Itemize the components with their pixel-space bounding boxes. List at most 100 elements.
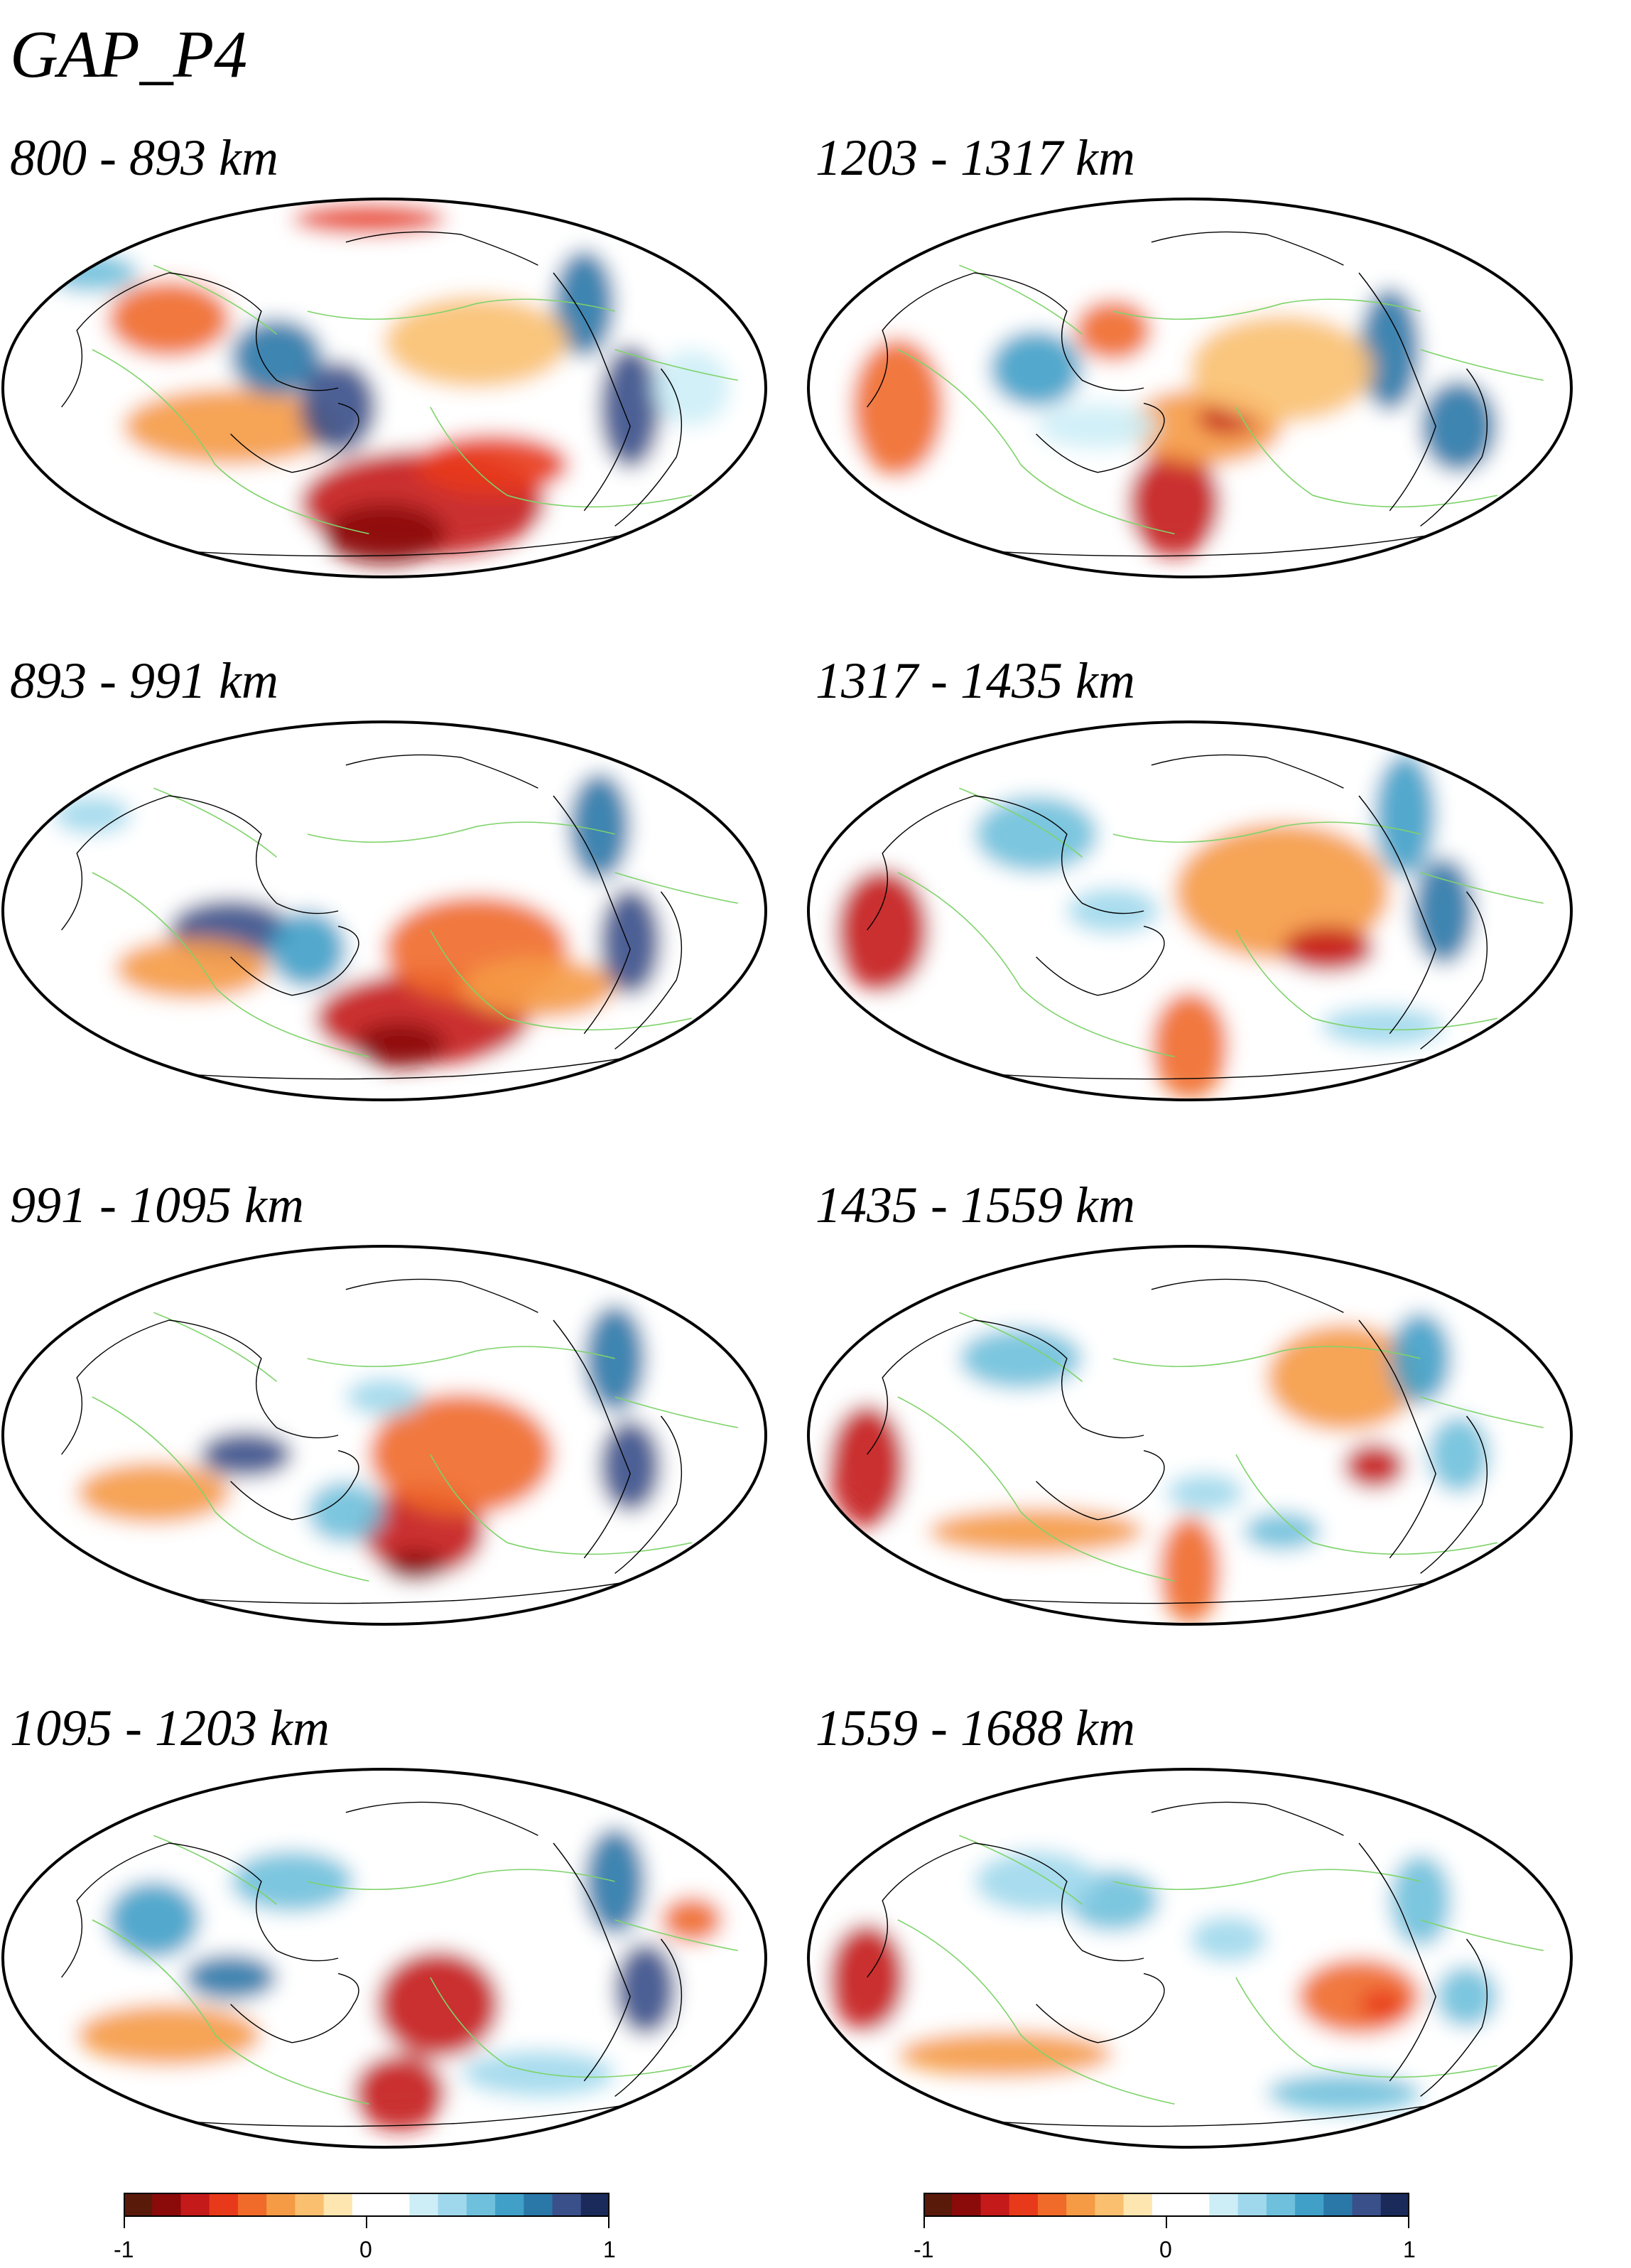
plate-boundary-line [430,1977,692,2078]
colorbar-swatch [1066,2193,1095,2217]
coastline [1036,1449,1165,1521]
colorbar-svg [923,2193,1409,2217]
plate-boundary-line [92,1919,369,2105]
anomaly-region [230,1850,354,1913]
plate-boundary-line [430,406,692,508]
anomaly-region [200,1431,293,1478]
plate-boundary-line [1112,1869,1421,1891]
map-svg [1,720,767,1101]
anomaly-region [1190,1916,1267,1962]
colorbar-swatch [124,2193,153,2217]
colorbar-swatch [1095,2193,1125,2217]
colorbar-swatch [1380,2193,1409,2217]
anomaly-region [1190,315,1375,423]
anomaly-region [653,350,730,426]
colorbar-swatch [381,2193,410,2217]
coastline [1151,1278,1344,1313]
coastline [959,525,1483,557]
colorbar-swatch [209,2193,239,2217]
anomaly-region [1282,926,1375,973]
colorbar-swatch [580,2193,609,2217]
colorbar-swatch [552,2193,582,2217]
map-outline [807,1245,1573,1626]
map-outline [807,720,1573,1101]
colorbar-swatch [1009,2193,1039,2217]
anomaly-region [661,1896,723,1943]
plate-boundary-line [307,298,615,320]
anomaly-region [553,249,615,357]
colorbar-swatch [1237,2193,1267,2217]
anomaly-region [1320,1007,1444,1045]
plate-boundary-line [614,1396,738,1428]
anomaly-region [77,1462,231,1524]
map-svg [807,1245,1573,1626]
plate-boundary-line [614,872,738,904]
map-outline [1,720,767,1101]
map-svg [807,198,1573,578]
colorbar-swatch [1295,2193,1324,2217]
colorbar-swatch [180,2193,210,2217]
anomaly-region [1174,822,1390,961]
coastline [1151,754,1344,789]
coastline [61,1319,339,1455]
colorbar-tick [124,2217,125,2228]
colorbar-swatch [495,2193,524,2217]
anomaly-region [384,1550,446,1582]
tomography-map [0,1766,769,2150]
anomaly-region [323,503,446,565]
anomaly-region [53,796,131,834]
plate-boundary-line [1112,821,1421,843]
plate-boundary-line [897,872,1175,1057]
coastline [553,795,631,1035]
anomaly-region [1074,299,1152,362]
colorbar-swatch [295,2193,325,2217]
coastline [959,2095,1483,2127]
coastline [553,272,631,512]
anomaly-region [307,1481,384,1543]
coastline [553,1319,631,1559]
plate-boundary-line [92,1396,369,1582]
anomaly-region [107,1881,200,1958]
anomaly-region [299,361,377,453]
colorbar-tick [1408,2217,1409,2228]
anomaly-region [45,254,139,292]
colorbar-swatch [266,2193,296,2217]
coastline [230,402,359,473]
plate-boundary-line [307,1346,615,1368]
coastline [614,891,683,1049]
plate-boundary-line [92,349,369,534]
panel-label: 1203 - 1317 km [816,129,1135,186]
colorbar-swatch [1152,2193,1181,2217]
map-svg [1,1245,767,1626]
plate-boundary-line [307,821,615,843]
coastline [867,1842,1144,1978]
colorbar-swatch [1181,2193,1210,2217]
map-outline [1,1768,767,2149]
coastline [61,1842,339,1978]
coastline [1420,1938,1488,2097]
anomaly-region [77,2004,261,2066]
coastline [230,1449,359,1521]
anomaly-region [1428,1416,1490,1493]
anomaly-region [1166,1474,1244,1512]
tomography-map [806,196,1574,580]
panel-label: 1559 - 1688 km [816,1700,1135,1756]
anomaly-region [975,796,1098,873]
colorbar-min-label: -1 [914,2237,934,2262]
coastline [959,1572,1483,1604]
tomography-map [0,196,769,580]
coastline [1420,368,1488,526]
plate-boundary-line [897,1919,1175,2105]
coastline [614,1415,683,1574]
coastline [153,2095,677,2127]
colorbar-swatch [1323,2193,1353,2217]
panel-label: 1435 - 1559 km [816,1177,1135,1233]
coastline [614,1938,683,2097]
map-svg [807,1768,1573,2149]
colorbar-min-label: -1 [114,2237,134,2262]
plate-boundary-line [307,1869,615,1891]
anomaly-region [1436,1965,1497,2028]
colorbar-mid-label: 0 [1159,2237,1172,2262]
colorbar-swatch [1123,2193,1153,2217]
anomaly-region [1036,403,1159,450]
